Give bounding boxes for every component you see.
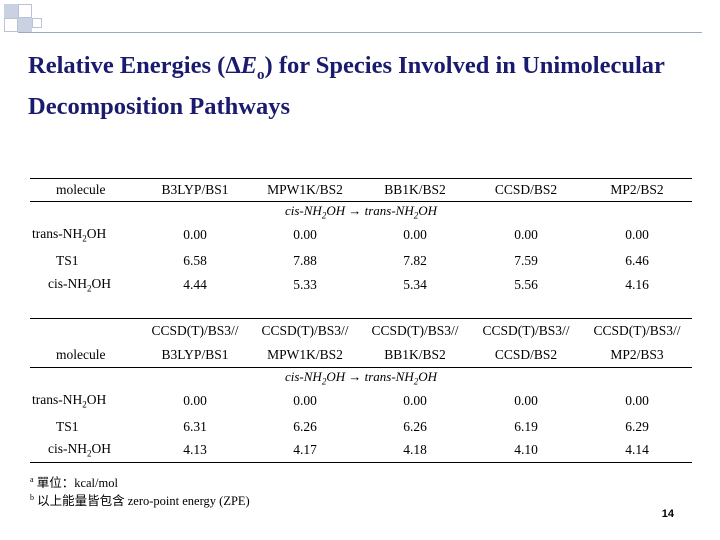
energy-cell: 0.00 bbox=[403, 393, 427, 408]
header-rule bbox=[18, 32, 702, 33]
table-row: trans-NH2OH 0.00 0.00 0.00 0.00 0.00 bbox=[30, 222, 692, 249]
molecule-name: cis-NH2OH bbox=[48, 275, 111, 294]
slide-title: Relative Energies (ΔEo) for Species Invo… bbox=[28, 52, 665, 120]
column-header-method: MPW1K/BS2 bbox=[267, 346, 343, 362]
column-header-method: MP2/BS2 bbox=[610, 181, 664, 197]
table-row: TS1 6.31 6.26 6.26 6.19 6.29 bbox=[30, 415, 692, 439]
energy-cell: 0.00 bbox=[403, 227, 427, 242]
molecule-name: cis-NH2OH bbox=[48, 441, 111, 460]
energy-cell: 7.59 bbox=[514, 252, 538, 268]
energy-cell: 6.31 bbox=[183, 418, 207, 434]
energy-cell: 7.82 bbox=[403, 252, 427, 268]
energy-cell: 4.10 bbox=[514, 442, 538, 458]
energy-cell: 7.88 bbox=[293, 252, 317, 268]
column-header-prefix: CCSD(T)/BS3// bbox=[261, 323, 349, 338]
energy-table-1: molecule B3LYP/BS1 MPW1K/BS2 BB1K/BS2 CC… bbox=[30, 178, 692, 297]
energy-cell: 4.17 bbox=[293, 442, 317, 458]
column-header-prefix: CCSD(T)/BS3// bbox=[593, 323, 681, 338]
energy-cell: 5.34 bbox=[403, 276, 427, 292]
energy-cell: 5.33 bbox=[293, 276, 317, 292]
energy-cell: 4.16 bbox=[625, 276, 649, 292]
molecule-name: TS1 bbox=[56, 418, 79, 434]
energy-cell: 4.44 bbox=[183, 276, 207, 292]
energy-cell: 4.18 bbox=[403, 442, 427, 458]
energy-cell: 6.58 bbox=[183, 252, 207, 268]
molecule-name: trans-NH2OH bbox=[32, 392, 107, 410]
column-header-method: MPW1K/BS2 bbox=[267, 181, 343, 197]
energy-cell: 6.29 bbox=[625, 418, 649, 434]
energy-cell: 6.26 bbox=[293, 418, 317, 434]
molecule-name: trans-NH2OH bbox=[32, 226, 107, 244]
energy-cell: 0.00 bbox=[625, 393, 649, 408]
energy-cell: 0.00 bbox=[625, 227, 649, 242]
energy-cell: 0.00 bbox=[183, 227, 207, 242]
energy-cell: 4.14 bbox=[625, 442, 649, 458]
column-header-method: BB1K/BS2 bbox=[384, 181, 446, 197]
energy-table-2: CCSD(T)/BS3// CCSD(T)/BS3// CCSD(T)/BS3/… bbox=[30, 318, 692, 463]
reaction-label: cis-NH2OH → trans-NH2OH bbox=[284, 368, 438, 387]
energy-cell: 0.00 bbox=[514, 227, 538, 242]
energy-cell: 4.13 bbox=[183, 442, 207, 458]
column-header-method: CCSD/BS2 bbox=[494, 181, 558, 197]
energy-cell: 6.46 bbox=[625, 252, 649, 268]
column-header-method: MP2/BS3 bbox=[610, 346, 664, 362]
energy-cell: 0.00 bbox=[514, 393, 538, 408]
molecule-name: TS1 bbox=[56, 252, 79, 268]
energy-cell: 6.19 bbox=[514, 418, 538, 434]
page-number: 14 bbox=[661, 508, 674, 520]
energy-cell: 5.56 bbox=[514, 276, 538, 292]
column-header-molecule: molecule bbox=[56, 181, 106, 197]
corner-decoration bbox=[0, 0, 48, 48]
footnote-units: a 單位：kcal/mol bbox=[30, 474, 118, 490]
column-header-method: CCSD/BS2 bbox=[494, 346, 558, 362]
reaction-label: cis-NH2OH → trans-NH2OH bbox=[284, 202, 438, 221]
column-header-prefix: CCSD(T)/BS3// bbox=[151, 323, 239, 338]
energy-cell: 0.00 bbox=[293, 393, 317, 408]
table-row: cis-NH2OH 4.13 4.17 4.18 4.10 4.14 bbox=[30, 439, 692, 463]
column-header-molecule: molecule bbox=[56, 346, 106, 362]
column-header-method: B3LYP/BS1 bbox=[161, 346, 229, 362]
column-header-method: BB1K/BS2 bbox=[384, 346, 446, 362]
table-row: cis-NH2OH 4.44 5.33 5.34 5.56 4.16 bbox=[30, 273, 692, 297]
energy-cell: 6.26 bbox=[403, 418, 427, 434]
column-header-prefix: CCSD(T)/BS3// bbox=[482, 323, 570, 338]
table-row: TS1 6.58 7.88 7.82 7.59 6.46 bbox=[30, 249, 692, 273]
table-row: trans-NH2OH 0.00 0.00 0.00 0.00 0.00 bbox=[30, 388, 692, 415]
column-header-method: B3LYP/BS1 bbox=[161, 181, 229, 197]
column-header-prefix: CCSD(T)/BS3// bbox=[371, 323, 459, 338]
footnote-zpe: b 以上能量皆包含 zero-point energy (ZPE) bbox=[30, 492, 250, 508]
energy-cell: 0.00 bbox=[183, 393, 207, 408]
energy-cell: 0.00 bbox=[293, 227, 317, 242]
